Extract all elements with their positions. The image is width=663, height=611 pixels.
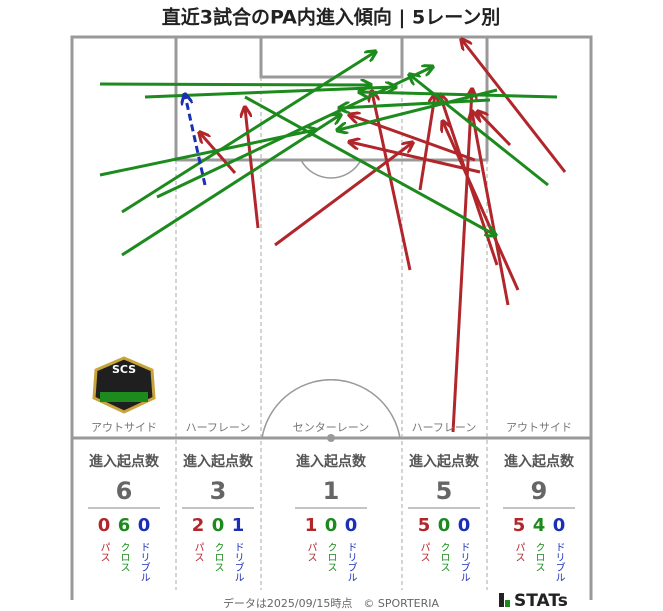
lane-lines (175, 77, 488, 590)
pass-arrow (245, 108, 260, 229)
stat-label: 進入起点数 (296, 453, 367, 470)
count-label: ドリブル (232, 542, 244, 582)
pitch (70, 35, 593, 600)
cross-arrow (156, 67, 432, 199)
dribble-arrow (185, 95, 207, 186)
count-value: 5 (513, 515, 526, 536)
cross-arrow (144, 87, 395, 99)
stat-label: 進入起点数 (409, 453, 480, 470)
cross-arrow (360, 92, 558, 99)
count-value: 5 (418, 515, 431, 536)
stats: アウトサイド進入起点数60パス6クロス0ドリブルハーフレーン進入起点数32パス0… (88, 421, 575, 582)
title: 直近3試合のPA内進入傾向 | 5レーン別 (162, 6, 501, 29)
count-value: 4 (533, 515, 546, 536)
stat-total: 9 (531, 477, 548, 505)
stat-label: 進入起点数 (89, 453, 160, 470)
stat-total: 6 (116, 477, 133, 505)
logo-mark (505, 600, 510, 607)
count-label: パス (513, 542, 525, 562)
count-label: クロス (212, 542, 223, 572)
pass-arrow (372, 92, 412, 271)
count-label: クロス (118, 542, 129, 572)
center-spot (327, 434, 335, 442)
lane-name: アウトサイド (91, 421, 157, 434)
pass-arrow (451, 90, 472, 433)
count-value: 1 (232, 515, 245, 536)
count-label: クロス (533, 542, 544, 572)
cross-arrow (121, 115, 340, 257)
count-value: 0 (458, 515, 471, 536)
badge-text: SCS (112, 363, 136, 376)
stat-total: 1 (323, 477, 340, 505)
count-value: 1 (305, 515, 318, 536)
cross-arrow (338, 88, 498, 130)
pass-arrow (478, 112, 512, 147)
count-value: 6 (118, 515, 131, 536)
cross-arrow (340, 98, 491, 108)
count-label: パス (98, 542, 110, 562)
stat-label: 進入起点数 (504, 453, 575, 470)
count-value: 0 (553, 515, 566, 536)
cross-arrow (99, 84, 370, 85)
count-label: ドリブル (553, 542, 565, 582)
pass-arrow (443, 122, 520, 291)
logo: STATs (514, 591, 568, 611)
pass-arrow (350, 142, 481, 174)
footer: データは2025/09/15時点 © SPORTERIA (223, 596, 440, 610)
count-label: パス (418, 542, 430, 562)
badge: SCS (92, 356, 156, 414)
pass-arrow (472, 112, 510, 306)
count-value: 0 (212, 515, 225, 536)
stat-total: 5 (436, 477, 453, 505)
pass-arrow (462, 40, 567, 173)
count-value: 0 (438, 515, 451, 536)
cross-arrow (121, 52, 375, 214)
stat-label: 進入起点数 (183, 453, 254, 470)
count-label: パス (192, 542, 204, 562)
logo-mark (499, 593, 504, 607)
count-value: 0 (345, 515, 358, 536)
stat-total: 3 (210, 477, 227, 505)
arrows (99, 40, 567, 433)
count-value: 0 (98, 515, 111, 536)
count-label: ドリブル (345, 542, 357, 582)
pass-arrow (274, 143, 412, 247)
lane-name: ハーフレーン (412, 421, 477, 434)
count-value: 0 (325, 515, 338, 536)
count-label: クロス (438, 542, 449, 572)
lane-name: ハーフレーン (186, 421, 251, 434)
cross-arrow (244, 95, 495, 235)
lane-name: アウトサイド (506, 421, 572, 434)
lane-name: センターレーン (293, 421, 369, 434)
count-value: 2 (192, 515, 205, 536)
count-label: パス (305, 542, 317, 562)
count-label: クロス (325, 542, 336, 572)
count-label: ドリブル (458, 542, 470, 582)
count-value: 0 (138, 515, 151, 536)
cross-arrow (99, 130, 315, 177)
count-label: ドリブル (138, 542, 150, 582)
